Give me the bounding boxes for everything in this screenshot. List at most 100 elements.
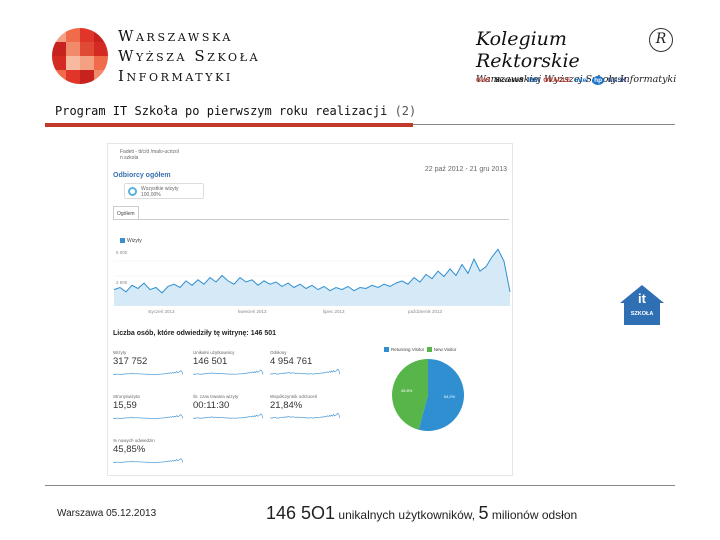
caption-text: unikalnych użytkowników, [335, 508, 479, 522]
logo-tile [52, 56, 66, 70]
pie-slice-returning [418, 359, 465, 431]
segment-selector[interactable]: Wszystkie wizyty 100,00% [124, 183, 204, 199]
pie-legend-swatch-new [426, 347, 432, 353]
logo-tile [94, 42, 108, 56]
sponsor-ibm: IBM [527, 76, 540, 84]
x-tick-label: styczeń 2013 [148, 309, 175, 314]
sparkline-path [113, 458, 183, 464]
metric-label: Wizyty [113, 350, 127, 355]
caption-text: milionów odsłon [488, 508, 578, 522]
legend-swatch [120, 238, 125, 244]
visits-area-fill [114, 249, 510, 306]
pie-legend-new: New Visitor [433, 347, 457, 352]
caption-unique-users-number: 146 5O1 [266, 503, 336, 523]
it-szkola-badge [620, 285, 664, 325]
metric-value: 146 501 [193, 356, 228, 367]
logo-tile [94, 28, 108, 42]
x-tick-label: lipiec 2013 [323, 309, 345, 314]
metric-value: 317 752 [113, 356, 148, 367]
logo-tile [66, 56, 80, 70]
header-accent-bar [45, 123, 413, 127]
badge-szkola-text: SZKOŁA [630, 311, 654, 317]
badge-it-text: it [638, 291, 646, 306]
slide-title-number: (2) [394, 104, 417, 118]
pie-legend: Returning Visitor New Visitor [384, 347, 457, 353]
sponsor-gus: GUS [476, 76, 491, 84]
footer-date: Warszawa 05.12.2013 [57, 508, 157, 519]
sparkline-path [193, 413, 263, 419]
sponsor-microsoft: Microsoft [494, 76, 524, 84]
metric-sparkline [193, 369, 263, 375]
slide-title: Program IT Szkoła po pierwszym roku real… [55, 104, 416, 118]
visitors-heading: Liczba osób, które odwiedziły tę witrynę… [113, 330, 276, 337]
badge-house-shape [620, 285, 664, 325]
logo-tile [66, 70, 80, 84]
kolegium-seal-icon: R [649, 28, 673, 52]
sponsor-oracle: ORACLE [543, 76, 571, 84]
metric-unique-users: Unikalni użytkownicy 146 501 [193, 350, 265, 377]
footer-caption: 146 5O1 unikalnych użytkowników, 5 milio… [266, 503, 577, 524]
pie-slice-new [392, 359, 428, 430]
visits-series-line [113, 248, 511, 294]
chart-legend: Wizyty [120, 238, 142, 244]
segment-label: Wszystkie wizyty [141, 186, 179, 192]
x-tick-label: kwiecień 2013 [238, 309, 267, 314]
y-tick-label: 5 000 [116, 250, 128, 255]
wwsi-logo [52, 28, 108, 84]
breadcrumb-line: Fadeti - tt/c/d /malo-ucrizol [120, 149, 179, 155]
sponsor-nask: NASK [608, 76, 627, 84]
tab-overview[interactable]: Ogólem [113, 206, 139, 219]
metric-sparkline [270, 368, 340, 375]
logo-tile [52, 70, 66, 84]
sponsor-intel: Intel [574, 76, 589, 84]
metric-sparkline [270, 412, 340, 419]
logo-tile [94, 70, 108, 84]
sparkline-path [270, 368, 340, 375]
university-name-line: Informatyki [118, 67, 233, 85]
slide-title-text: Program IT Szkoła po pierwszym roku real… [55, 104, 388, 118]
metric-sparkline [193, 413, 263, 419]
tab-divider [113, 219, 509, 220]
breadcrumb-line: n szkola [120, 155, 139, 161]
logo-tile [80, 70, 94, 84]
metric-bounce-rate: Współczynnik odrzuceń 21,84% [270, 394, 342, 421]
metric-value: 15,59 [113, 400, 137, 411]
metric-label: Śr. czas trwania wizyty [193, 394, 239, 399]
metric-sparkline [113, 458, 183, 464]
pie-legend-swatch-returning [384, 347, 389, 353]
kolegium-title: Kolegium Rektorskie [476, 28, 580, 72]
x-tick-label: październik 2013 [408, 309, 443, 314]
metric-pages-per-visit: Strony/wizyta 15,59 [113, 394, 185, 421]
kolegium-logo: Kolegium Rektorskie R Warszawskiej Wyższ… [476, 28, 676, 85]
analytics-breadcrumb: Fadeti - tt/c/d /malo-ucrizol n szkola [120, 149, 179, 161]
pie-slice-label: 54,2% [444, 394, 456, 399]
metric-value: 00:11:30 [193, 400, 230, 411]
sponsor-logos: GUS Microsoft IBM ORACLE Intel hp NASK [476, 73, 676, 87]
kolegium-subtitle: Warszawskiej Wyższej Szkoły Informatyki [476, 74, 677, 85]
logo-tile [80, 28, 94, 42]
metric-label: Unikalni użytkownicy [193, 350, 235, 355]
university-name-line: Warszawska [118, 27, 233, 45]
metric-sparkline [113, 370, 183, 376]
sparkline-path [193, 369, 263, 375]
logo-tile [66, 28, 80, 42]
metric-visits: Wizyty 317 752 [113, 350, 185, 377]
metric-label: Strony/wizyta [113, 394, 140, 399]
analytics-screenshot: Fadeti - tt/c/d /malo-ucrizol n szkola O… [107, 143, 513, 476]
university-name-line: Wyższa Szkoła [118, 47, 261, 65]
analytics-panel-title: Odbiorcy ogółem [113, 172, 171, 179]
metric-label: Współczynnik odrzuceń [270, 394, 318, 399]
sparkline-path [270, 412, 340, 419]
metric-label: Odsłony [270, 350, 287, 355]
footer-divider [45, 485, 675, 486]
visits-line-chart [113, 248, 511, 306]
logo-tile [52, 42, 66, 56]
metric-avg-duration: Śr. czas trwania wizyty 00:11:30 [193, 394, 265, 421]
legend-label: Wizyty [127, 238, 142, 244]
date-range[interactable]: 22 paź 2012 - 21 gru 2013 [424, 166, 507, 173]
metric-value: 21,84% [270, 400, 303, 411]
pie-slice-label: 45,8% [401, 388, 413, 393]
segment-percent: 100,00% [141, 192, 161, 198]
pie-legend-returning: Returning Visitor [391, 347, 425, 352]
logo-tile [80, 42, 94, 56]
